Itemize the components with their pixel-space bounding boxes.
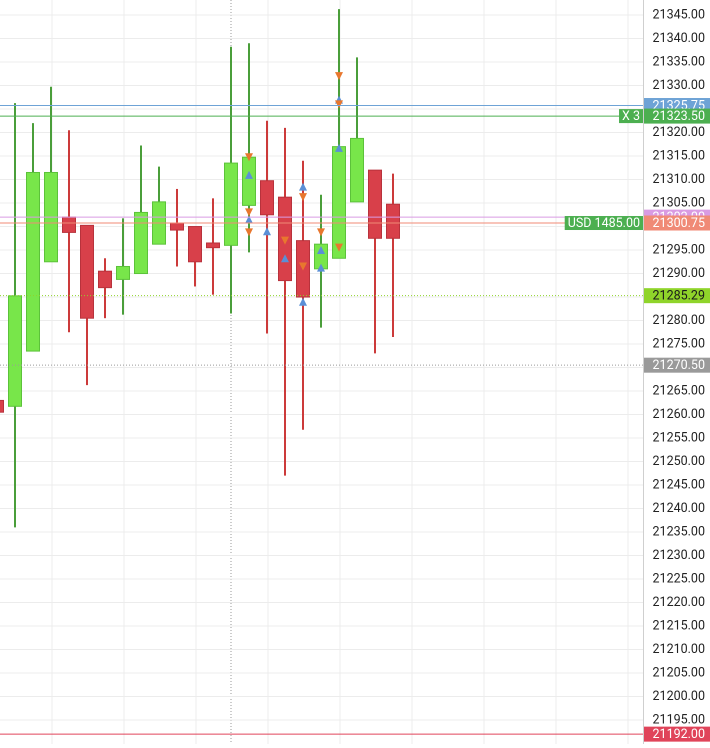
- y-tick-label: 21315.00: [653, 148, 705, 163]
- y-tick-label: 21340.00: [653, 31, 705, 46]
- y-tick-label: 21225.00: [653, 571, 705, 586]
- candle-body: [8, 295, 22, 407]
- y-tick-label: 21290.00: [653, 266, 705, 281]
- y-tick-label: 21195.00: [653, 712, 705, 727]
- price-label-box: [644, 108, 710, 124]
- y-tick-label: 21260.00: [653, 407, 705, 422]
- price-tag-box: [564, 216, 643, 231]
- sell-marker: [335, 72, 343, 81]
- candle-body: [62, 216, 76, 233]
- price-label-box: [644, 288, 710, 304]
- buy-marker: [245, 170, 253, 179]
- price-tag: X 3: [622, 109, 640, 124]
- y-tick-label: 21295.00: [653, 242, 705, 257]
- sell-marker: [245, 208, 253, 217]
- price-label-box: [644, 357, 710, 373]
- candle-body: [98, 270, 112, 289]
- candle-body: [386, 203, 400, 239]
- y-tick-label: 21320.00: [653, 125, 705, 140]
- buy-marker: [317, 246, 325, 255]
- y-tick-label: 21215.00: [653, 618, 705, 633]
- y-tick-label: 21250.00: [653, 454, 705, 469]
- y-tick-label: 21275.00: [653, 336, 705, 351]
- sell-marker: [245, 153, 253, 162]
- candle-body: [0, 399, 4, 413]
- candle-body: [260, 180, 274, 216]
- buy-marker: [335, 143, 343, 152]
- sell-marker: [299, 193, 307, 202]
- candle-body: [242, 156, 256, 206]
- buy-marker: [245, 215, 253, 224]
- y-tick-label: 21305.00: [653, 195, 705, 210]
- y-tick-label: 21200.00: [653, 689, 705, 704]
- price-label: 21192.00: [653, 727, 705, 742]
- y-tick-label: 21235.00: [653, 524, 705, 539]
- sell-marker: [335, 243, 343, 252]
- buy-marker: [299, 182, 307, 191]
- y-tick-label: 21205.00: [653, 665, 705, 680]
- candle-body: [26, 171, 40, 352]
- y-tick-label: 21330.00: [653, 78, 705, 93]
- price-label: 21300.75: [653, 216, 705, 231]
- y-tick-label: 21335.00: [653, 54, 705, 69]
- price-tag: USD 1485.00: [568, 216, 640, 231]
- y-tick-label: 21265.00: [653, 383, 705, 398]
- buy-marker: [281, 254, 289, 263]
- buy-marker: [317, 263, 325, 272]
- sell-marker: [317, 228, 325, 237]
- candle-body: [116, 265, 130, 280]
- price-label-box: [644, 215, 710, 231]
- y-tick-label: 21345.00: [653, 7, 705, 22]
- buy-marker: [299, 297, 307, 306]
- y-tick-label: 21210.00: [653, 642, 705, 657]
- candle-body: [134, 211, 148, 275]
- candle-body: [206, 242, 220, 249]
- candle-body: [332, 146, 346, 259]
- candle-body: [80, 224, 94, 319]
- y-tick-label: 21280.00: [653, 313, 705, 328]
- y-tick-label: 21245.00: [653, 477, 705, 492]
- candle-body: [170, 222, 184, 231]
- sell-marker: [245, 228, 253, 237]
- y-tick-label: 21230.00: [653, 548, 705, 563]
- candle-body: [368, 169, 382, 239]
- price-label-box: [644, 726, 710, 742]
- y-tick-label: 21255.00: [653, 430, 705, 445]
- price-label: 21270.50: [653, 358, 705, 373]
- y-tick-label: 21240.00: [653, 501, 705, 516]
- sell-marker: [299, 262, 307, 271]
- price-tag-box: [619, 109, 643, 124]
- buy-marker: [263, 227, 271, 236]
- candle-body: [224, 162, 238, 246]
- candle-body: [350, 137, 364, 203]
- candle-body: [188, 226, 202, 263]
- y-tick-label: 21310.00: [653, 172, 705, 187]
- y-tick-label: 21220.00: [653, 595, 705, 610]
- price-label: 21323.50: [653, 109, 705, 124]
- price-label: 21285.29: [653, 288, 705, 303]
- sell-marker: [335, 100, 343, 109]
- sell-marker: [281, 236, 289, 245]
